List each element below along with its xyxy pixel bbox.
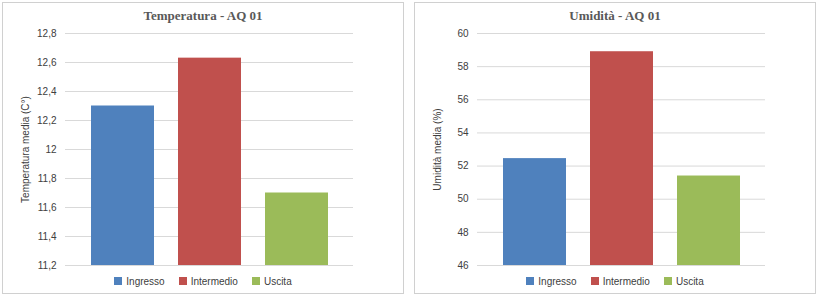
svg-text:50: 50 [457, 193, 469, 204]
svg-text:11,2: 11,2 [38, 260, 57, 271]
svg-text:12,4: 12,4 [37, 86, 57, 97]
svg-text:11,8: 11,8 [38, 173, 57, 184]
html-text:Uscita: Uscita [263, 275, 292, 287]
svg-text:52: 52 [457, 160, 469, 171]
svg-text:56: 56 [457, 94, 469, 105]
svg-text:11,4: 11,4 [38, 231, 57, 242]
svg-text:Umidità media (%): Umidità media (%) [432, 108, 443, 190]
html-text:Umidità - AQ 01: Umidità - AQ 01 [569, 8, 661, 23]
svg-text:58: 58 [457, 61, 469, 72]
html-text:Ingresso: Ingresso [538, 275, 577, 287]
svg-text:12: 12 [45, 144, 57, 155]
svg-text:12,2: 12,2 [37, 115, 57, 126]
svg-text:12,8: 12,8 [37, 28, 57, 39]
svg-text:12,6: 12,6 [37, 57, 57, 68]
svg-text:46: 46 [457, 260, 469, 271]
svg-text:48: 48 [457, 227, 469, 238]
svg-text:11,6: 11,6 [38, 202, 57, 213]
html-text:Temperatura - AQ 01: Temperatura - AQ 01 [143, 8, 263, 23]
html-text:Ingresso: Ingresso [126, 275, 165, 287]
html-text:Intermedio: Intermedio [602, 275, 650, 287]
html-text:Uscita: Uscita [675, 275, 704, 287]
svg-text:Temperatura media (C°): Temperatura media (C°) [20, 96, 31, 203]
html-text:Intermedio: Intermedio [190, 275, 238, 287]
svg-text:60: 60 [457, 28, 469, 39]
svg-text:54: 54 [457, 127, 469, 138]
